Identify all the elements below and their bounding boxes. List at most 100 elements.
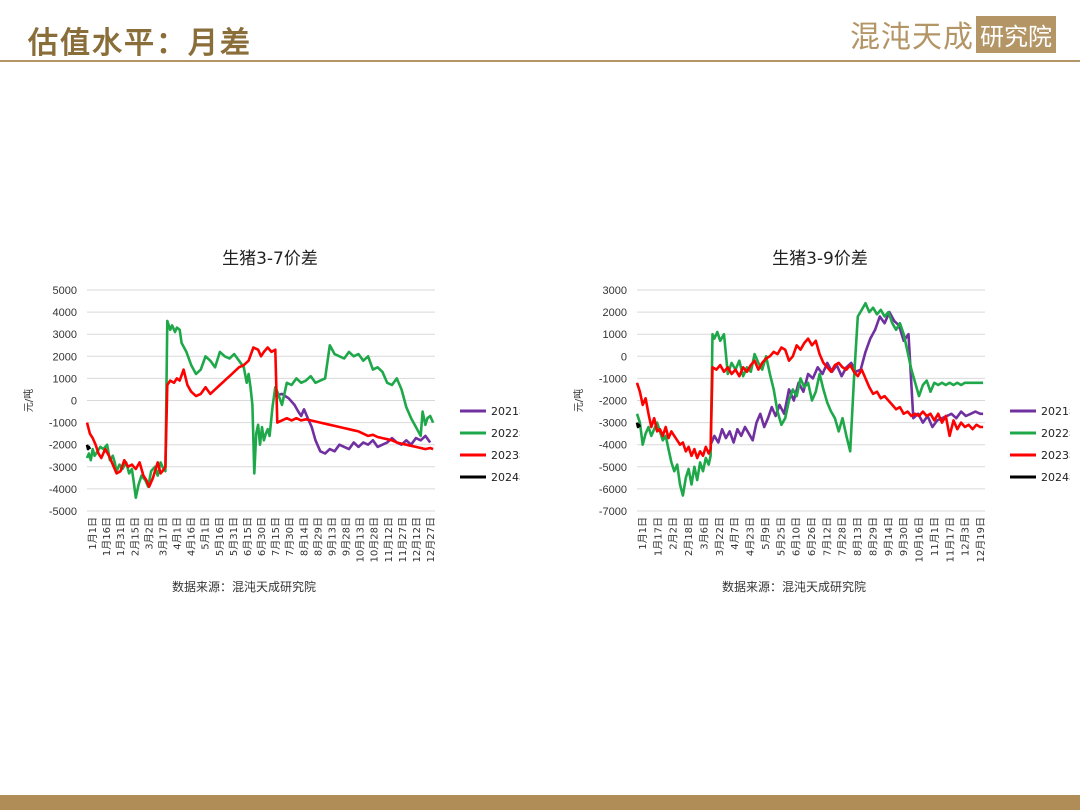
y-tick-label: 2000 xyxy=(603,307,627,319)
x-tick-label: 9月30日 xyxy=(898,517,910,556)
x-tick-label: 2月15日 xyxy=(129,517,141,556)
chart-title: 生猪3-9价差 xyxy=(772,249,868,269)
y-tick-label: -5000 xyxy=(49,506,77,518)
series-line-2023年 xyxy=(635,337,984,460)
x-tick-label: 2月2日 xyxy=(668,517,680,550)
x-tick-label: 3月2日 xyxy=(143,517,155,550)
y-tick-label: -4000 xyxy=(599,440,627,452)
legend-label: 2021年 xyxy=(491,404,520,418)
x-tick-label: 11月27日 xyxy=(397,517,409,562)
x-tick-label: 11月17日 xyxy=(944,517,956,562)
x-tick-label: 7月30日 xyxy=(284,517,296,556)
x-tick-label: 8月13日 xyxy=(852,517,864,556)
y-tick-label: 1000 xyxy=(53,373,77,385)
x-tick-label: 1月31日 xyxy=(115,517,127,556)
chart-spread-3-9: 生猪3-9价差 -7000 -6000 -5000 -4000 -3000 -2000 -10… xyxy=(570,238,1070,608)
legend-label: 2023年 xyxy=(1041,448,1070,462)
y-tick-label: -4000 xyxy=(49,484,77,496)
legend-label: 2021年 xyxy=(1041,404,1070,418)
y-axis-label: 元/吨 xyxy=(572,389,585,412)
legend-label: 2024年 xyxy=(1041,470,1070,484)
x-tick-label: 1月17日 xyxy=(652,517,664,556)
chart-title: 生猪3-7价差 xyxy=(222,249,318,269)
y-tick-label: -6000 xyxy=(599,484,627,496)
x-tick-label: 5月31日 xyxy=(228,517,240,556)
page-title: 估值水平：月差 xyxy=(28,26,252,61)
x-tick-label: 7月12日 xyxy=(821,517,833,556)
source-note: 数据来源：混沌天成研究院 xyxy=(172,579,316,594)
chart-3-9-svg: 生猪3-9价差 -7000 -6000 -5000 -4000 -3000 -2000 -10… xyxy=(572,249,1070,594)
x-tick-label: 4月7日 xyxy=(729,517,741,550)
legend-label: 2024年 xyxy=(491,470,520,484)
x-tick-label: 4月1日 xyxy=(172,517,184,550)
y-tick-label: 0 xyxy=(621,351,627,363)
x-tick-label: 1月16日 xyxy=(101,517,113,556)
x-tick-label: 1月1日 xyxy=(637,517,649,550)
y-tick-label: -3000 xyxy=(49,462,77,474)
y-tick-label: -5000 xyxy=(599,462,627,474)
y-tick-label: 3000 xyxy=(53,329,77,341)
x-tick-label: 3月6日 xyxy=(698,517,710,550)
footer-bar xyxy=(0,795,1080,810)
chart-3-7-svg: 生猪3-7价差 -5000 -4000 -3000 -2000 -1000 0 1000 200… xyxy=(22,249,520,594)
x-tick-label: 12月3日 xyxy=(960,517,972,556)
x-tick-label: 10月13日 xyxy=(355,517,367,562)
logo-text: 混沌天成 xyxy=(850,20,974,55)
y-tick-label: -2000 xyxy=(599,396,627,408)
legend-label: 2022年 xyxy=(1041,426,1070,440)
y-tick-label: 4000 xyxy=(53,307,77,319)
y-tick-label: 3000 xyxy=(603,285,627,297)
x-tick-label: 12月19日 xyxy=(975,517,987,562)
x-tick-label: 6月10日 xyxy=(791,517,803,556)
y-tick-label: 1000 xyxy=(603,329,627,341)
y-tick-label: -3000 xyxy=(599,418,627,430)
x-tick-label: 2月18日 xyxy=(683,517,695,556)
series-line-2022年 xyxy=(85,319,435,500)
legend-label: 2023年 xyxy=(491,448,520,462)
series-line-2021年 xyxy=(709,310,984,446)
x-tick-label: 10月16日 xyxy=(914,517,926,562)
x-tick-label: 9月13日 xyxy=(326,517,338,556)
x-tick-label: 6月30日 xyxy=(256,517,268,556)
x-tick-label: 5月9日 xyxy=(760,517,772,550)
x-tick-label: 8月29日 xyxy=(312,517,324,556)
logo-box-text: 研究院 xyxy=(976,15,1056,53)
y-tick-label: -1000 xyxy=(599,373,627,385)
y-tick-label: 2000 xyxy=(53,351,77,363)
x-tick-label: 4月23日 xyxy=(745,517,757,556)
y-tick-label: 0 xyxy=(71,396,77,408)
x-tick-label: 6月26日 xyxy=(806,517,818,556)
y-axis-label: 元/吨 xyxy=(22,389,35,412)
y-tick-label: 5000 xyxy=(53,285,77,297)
series-line-2021年 xyxy=(273,392,432,455)
x-tick-label: 3月17日 xyxy=(157,517,169,556)
y-tick-label: -2000 xyxy=(49,440,77,452)
header-divider xyxy=(0,60,1080,62)
series-line-2023年 xyxy=(85,346,434,488)
source-note: 数据来源：混沌天成研究院 xyxy=(722,579,866,594)
x-tick-label: 6月15日 xyxy=(242,517,254,556)
x-tick-label: 12月12日 xyxy=(411,517,423,562)
x-tick-label: 8月29日 xyxy=(867,517,879,556)
x-tick-label: 10月28日 xyxy=(369,517,381,562)
x-tick-label: 8月14日 xyxy=(298,517,310,556)
y-tick-label: -1000 xyxy=(49,418,77,430)
x-tick-label: 5月16日 xyxy=(214,517,226,556)
chart-spread-3-7: 生猪3-7价差 -5000 -4000 -3000 -2000 -1000 0 1000 200… xyxy=(20,238,520,608)
x-tick-label: 7月15日 xyxy=(270,517,282,556)
x-tick-label: 4月16日 xyxy=(186,517,198,556)
x-tick-label: 9月14日 xyxy=(883,517,895,556)
series-line-2024年 xyxy=(635,422,642,429)
x-tick-label: 1月1日 xyxy=(87,517,99,550)
x-tick-label: 5月1日 xyxy=(200,517,212,550)
x-tick-label: 11月12日 xyxy=(383,517,395,562)
x-tick-label: 12月27日 xyxy=(425,517,437,562)
legend-label: 2022年 xyxy=(491,426,520,440)
y-tick-label: -7000 xyxy=(599,506,627,518)
brand-logo: 混沌天成 研究院 xyxy=(850,14,1056,55)
series-line-2022年 xyxy=(635,302,984,497)
x-tick-label: 11月1日 xyxy=(929,517,941,556)
x-tick-label: 5月25日 xyxy=(775,517,787,556)
series-line-2024年 xyxy=(85,444,92,451)
x-tick-label: 3月22日 xyxy=(714,517,726,556)
